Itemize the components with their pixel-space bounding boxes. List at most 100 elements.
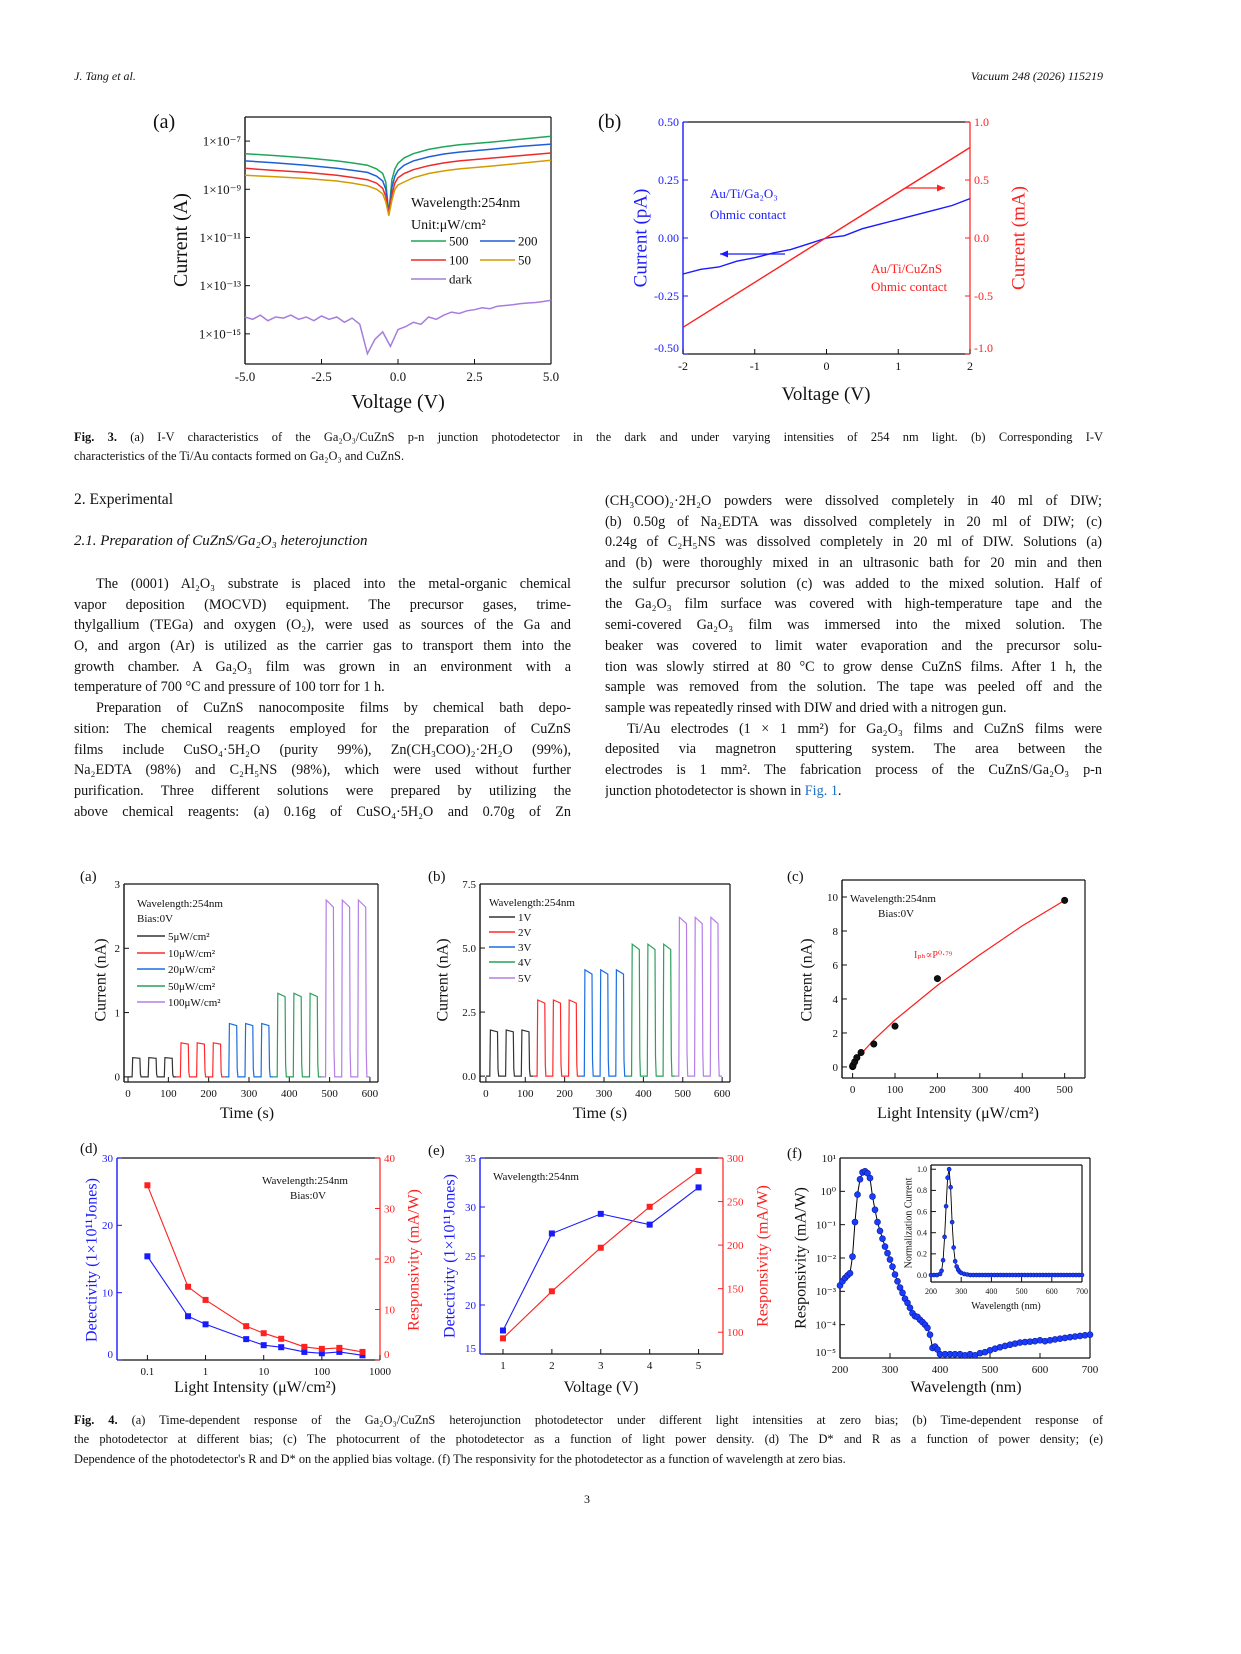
series-line	[485, 1029, 534, 1077]
data-point	[243, 1336, 250, 1343]
y2-axis-label: Responsivity (mA/W)	[755, 1185, 772, 1327]
data-point	[260, 1330, 267, 1337]
y-tick-label: 1×10⁻¹¹	[200, 230, 242, 245]
annotation: Au/Ti/CuZnS	[871, 261, 942, 276]
data-point	[866, 1174, 874, 1182]
series-line	[146, 1185, 363, 1353]
y-tick-label: 1	[115, 1007, 121, 1019]
panel-label: (d)	[80, 1141, 98, 1157]
data-point	[874, 1218, 881, 1226]
x-tick-label: 300	[955, 1287, 967, 1296]
data-point	[301, 1348, 308, 1355]
data-point	[894, 1277, 901, 1285]
data-point	[695, 1168, 702, 1175]
text-line: thylgallium (TEGa) and oxygen (O₂), were…	[74, 617, 571, 634]
text-line: electrodes is 1 mm². The fabrication pro…	[605, 761, 1102, 778]
annotation: Au/Ti/Ga₂O₃	[710, 186, 778, 201]
data-point	[939, 1268, 944, 1274]
text-line: (CH₃COO)₂·2H₂O powders were dissolved co…	[605, 493, 1102, 509]
y-tick-label: 10⁻⁴	[815, 1320, 836, 1332]
data-point	[886, 1256, 894, 1263]
data-point	[856, 1175, 864, 1183]
x-tick-label: 400	[985, 1287, 997, 1296]
data-point	[359, 1352, 366, 1359]
data-point	[924, 1324, 931, 1332]
data-point	[846, 1269, 854, 1277]
y-tick-label: -0.25	[654, 289, 679, 303]
y2-tick-label: -0.5	[974, 289, 993, 303]
data-point	[933, 975, 941, 983]
data-point	[318, 1345, 325, 1352]
x-tick-label: 400	[1014, 1084, 1031, 1096]
series-line	[244, 135, 552, 214]
x-tick-label: 0	[824, 359, 830, 373]
fig4c-chart: 0 100 200 300 400 500 0 2 4 6 8 10 (c) Light Intensit…	[787, 869, 1086, 1122]
x-tick-label: 500	[321, 1088, 338, 1100]
fig3-caption: Fig. 3. (a) I-V characteristics of the G…	[74, 428, 1103, 467]
y-tick-label: 2.5	[462, 1007, 476, 1019]
data-point	[906, 1304, 914, 1312]
data-point	[926, 1331, 934, 1339]
series-line	[682, 146, 971, 328]
y-tick-label: 20	[465, 1300, 477, 1312]
data-point	[144, 1253, 151, 1260]
x-axis-label: Voltage (V)	[351, 391, 445, 413]
annotation: Wavelength:254nm	[137, 898, 223, 910]
y-axis-label: Current (nA)	[799, 938, 816, 1021]
data-point	[949, 1219, 955, 1225]
series-line	[852, 899, 1065, 1068]
y-tick-label: 0.50	[658, 115, 679, 129]
x-tick-label: 100	[314, 1366, 331, 1378]
x-tick-label: 2	[967, 359, 973, 373]
legend-label: 50	[518, 253, 531, 268]
data-point	[849, 1253, 856, 1260]
series-line	[273, 992, 322, 1078]
annotation: Wavelength:254nm	[262, 1175, 348, 1187]
y-tick-label: 10⁻²	[816, 1253, 837, 1265]
data-point	[1086, 1331, 1094, 1339]
x-tick-label: 400	[281, 1088, 298, 1100]
y-axis-label: Responsivity (mA/W)	[793, 1187, 810, 1329]
data-point	[851, 1218, 859, 1226]
text-line: deposited via magnetron sputtering syste…	[605, 741, 1102, 758]
data-point	[945, 1175, 950, 1180]
text-line: and (b) were thoroughly mixed in an ultr…	[605, 555, 1102, 572]
y-tick-label: 0.4	[917, 1229, 927, 1238]
annotation: Wavelength:254nm	[411, 196, 520, 211]
figure-link[interactable]: Fig. 1	[804, 782, 838, 799]
y2-axis-label: Responsivity (mA/W)	[406, 1189, 423, 1331]
fig4e-chart: 1 2 3 4 5 15 20 25 30 35 100 150 200 250 300 (e) Voltage…	[428, 1143, 772, 1396]
y2-tick-label: 200	[727, 1240, 744, 1252]
data-point	[943, 1203, 949, 1209]
data-point	[854, 1191, 861, 1198]
y-tick-label: 10⁻³	[816, 1286, 837, 1298]
y2-tick-label: 300	[727, 1153, 744, 1165]
y-tick-label: 4	[833, 994, 839, 1006]
legend-label: 4V	[518, 957, 532, 969]
x-axis-label: Wavelength (nm)	[971, 1301, 1040, 1312]
running-header-journal: Vacuum 248 (2026) 115219	[970, 69, 1103, 83]
x-tick-label: 4	[647, 1360, 653, 1372]
legend-label: 20μW/cm²	[168, 964, 216, 976]
x-tick-label: 0.0	[390, 369, 406, 384]
body-right-column: (CH₃COO)₂·2H₂O powders were dissolved co…	[605, 491, 1102, 801]
caption-line: characteristics of the Ti/Au contacts fo…	[74, 449, 405, 464]
y-tick-label: 30	[465, 1202, 477, 1214]
x-axis-label: Light Intensity (μW/cm²)	[877, 1105, 1039, 1122]
x-axis-label: Voltage (V)	[782, 384, 871, 405]
series-line	[244, 159, 552, 216]
data-point	[243, 1323, 250, 1330]
y-axis-label: Current (nA)	[93, 938, 110, 1021]
x-axis-label: Wavelength (nm)	[910, 1379, 1021, 1396]
x-tick-label: 700	[1082, 1364, 1099, 1376]
legend-label: 100μW/cm²	[168, 997, 221, 1009]
y-tick-label: 20	[102, 1220, 114, 1232]
series-line	[244, 143, 552, 214]
y-tick-label: 10⁰	[821, 1186, 837, 1198]
data-point	[548, 1230, 555, 1237]
data-point	[948, 1184, 953, 1190]
data-point	[889, 1263, 896, 1270]
text-line: The (0001) Al₂O₃ substrate is placed int…	[96, 576, 571, 592]
legend-label: 10μW/cm²	[168, 948, 216, 960]
